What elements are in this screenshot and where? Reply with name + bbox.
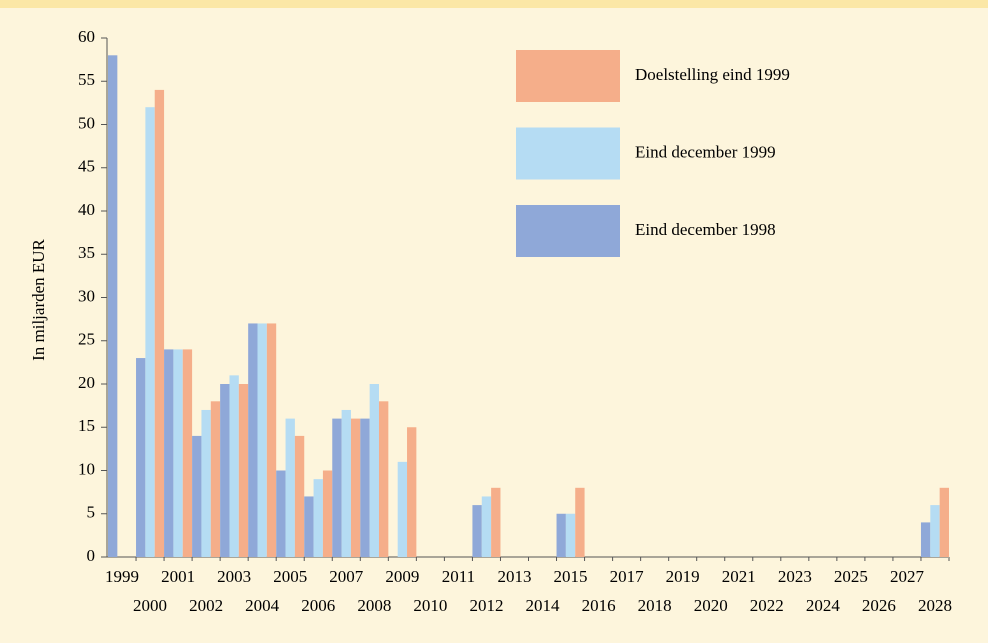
x-tick-label: 2014 — [526, 596, 561, 615]
bar — [164, 349, 174, 557]
x-tick-label: 2022 — [750, 596, 784, 615]
x-tick-label: 2009 — [385, 567, 419, 586]
bar — [920, 522, 931, 557]
x-tick-label: 2007 — [329, 567, 364, 586]
x-tick-label: 2001 — [161, 567, 195, 586]
bar — [108, 55, 118, 558]
x-tick-label: 2024 — [806, 596, 841, 615]
bar — [257, 323, 267, 557]
y-tick-label: 15 — [78, 416, 95, 435]
bar — [220, 384, 230, 557]
legend-swatch — [516, 50, 620, 102]
x-tick-label: 2016 — [582, 596, 616, 615]
x-tick-label: 2020 — [694, 596, 728, 615]
bar — [481, 496, 492, 557]
x-tick-label: 2006 — [301, 596, 335, 615]
bar — [360, 418, 370, 557]
y-tick-label: 0 — [87, 546, 96, 565]
y-tick-label: 50 — [78, 113, 95, 132]
bar — [397, 461, 408, 557]
y-tick-label: 55 — [78, 70, 95, 89]
y-tick-label: 25 — [78, 330, 95, 349]
bar — [939, 487, 949, 557]
x-tick-label: 2010 — [413, 596, 447, 615]
bar — [173, 349, 183, 557]
bar — [154, 89, 165, 558]
legend-label: Eind december 1998 — [635, 220, 776, 239]
x-tick-label: 2015 — [554, 567, 588, 586]
bar — [930, 505, 940, 557]
bar — [378, 401, 389, 557]
bar — [407, 427, 417, 557]
y-tick-label: 30 — [78, 286, 95, 305]
x-tick-label: 2004 — [245, 596, 280, 615]
x-tick-label: 2002 — [189, 596, 223, 615]
x-tick-label: 2000 — [133, 596, 167, 615]
x-tick-label: 2013 — [497, 567, 531, 586]
bar — [238, 384, 249, 557]
x-tick-label: 2017 — [610, 567, 645, 586]
bar — [201, 409, 211, 557]
bar — [322, 470, 333, 557]
bar — [248, 323, 258, 557]
bar — [332, 418, 342, 557]
legend-label: Eind december 1999 — [635, 142, 776, 161]
bar — [266, 323, 277, 557]
x-tick-label: 1999 — [105, 567, 139, 586]
bar — [565, 513, 576, 557]
bar — [276, 470, 286, 557]
x-tick-label: 2028 — [918, 596, 952, 615]
bar — [575, 487, 585, 557]
x-tick-label: 2023 — [778, 567, 812, 586]
x-tick-label: 2025 — [834, 567, 868, 586]
x-tick-label: 2003 — [217, 567, 251, 586]
x-tick-label: 2008 — [357, 596, 391, 615]
x-tick-label: 2019 — [666, 567, 700, 586]
bar — [491, 487, 501, 557]
bar — [145, 107, 155, 557]
y-tick-label: 45 — [78, 157, 95, 176]
bar — [556, 513, 566, 557]
y-tick-label: 35 — [78, 243, 95, 262]
bar — [285, 418, 295, 557]
bar — [192, 435, 202, 557]
bar — [304, 496, 314, 557]
bar — [341, 409, 351, 557]
y-tick-label: 20 — [78, 373, 95, 392]
x-tick-label: 2011 — [442, 567, 475, 586]
top-strip — [0, 0, 988, 8]
y-tick-label: 5 — [87, 503, 96, 522]
legend-label: Doelstelling eind 1999 — [635, 65, 790, 84]
x-tick-label: 2012 — [469, 596, 503, 615]
y-tick-label: 60 — [78, 27, 95, 46]
bar — [229, 375, 239, 557]
y-axis-label: In miljarden EUR — [29, 238, 48, 360]
y-tick-label: 40 — [78, 200, 95, 219]
bar — [313, 479, 323, 557]
bar — [210, 401, 221, 557]
x-tick-label: 2026 — [862, 596, 896, 615]
bar — [294, 435, 305, 557]
bar — [136, 358, 146, 557]
bar — [350, 418, 361, 557]
x-tick-label: 2027 — [890, 567, 925, 586]
legend-swatch — [516, 127, 620, 180]
x-tick-label: 2018 — [638, 596, 672, 615]
x-tick-label: 2021 — [722, 567, 756, 586]
y-tick-label: 10 — [78, 459, 95, 478]
bar — [472, 505, 482, 557]
x-tick-label: 2005 — [273, 567, 307, 586]
bar — [182, 349, 193, 557]
bar — [369, 384, 379, 557]
legend-swatch — [516, 205, 620, 257]
